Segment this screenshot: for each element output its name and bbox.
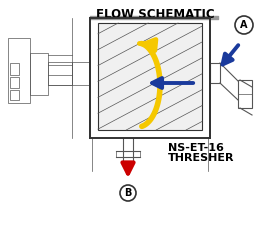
- Text: FLOW SCHEMATIC: FLOW SCHEMATIC: [96, 8, 214, 21]
- Text: B: B: [124, 188, 132, 198]
- Bar: [90, 18, 210, 138]
- Bar: [72, 62, 90, 85]
- Text: THRESHER: THRESHER: [168, 153, 235, 163]
- Text: A: A: [240, 20, 248, 30]
- Bar: [48, 62, 72, 85]
- Bar: [98, 23, 202, 130]
- Text: NS-ET-16: NS-ET-16: [168, 143, 224, 153]
- Bar: [30, 53, 48, 95]
- Bar: [210, 63, 220, 83]
- Bar: [10, 63, 19, 75]
- Bar: [10, 90, 19, 100]
- Bar: [8, 38, 30, 103]
- Bar: [10, 77, 19, 88]
- Bar: [238, 80, 252, 108]
